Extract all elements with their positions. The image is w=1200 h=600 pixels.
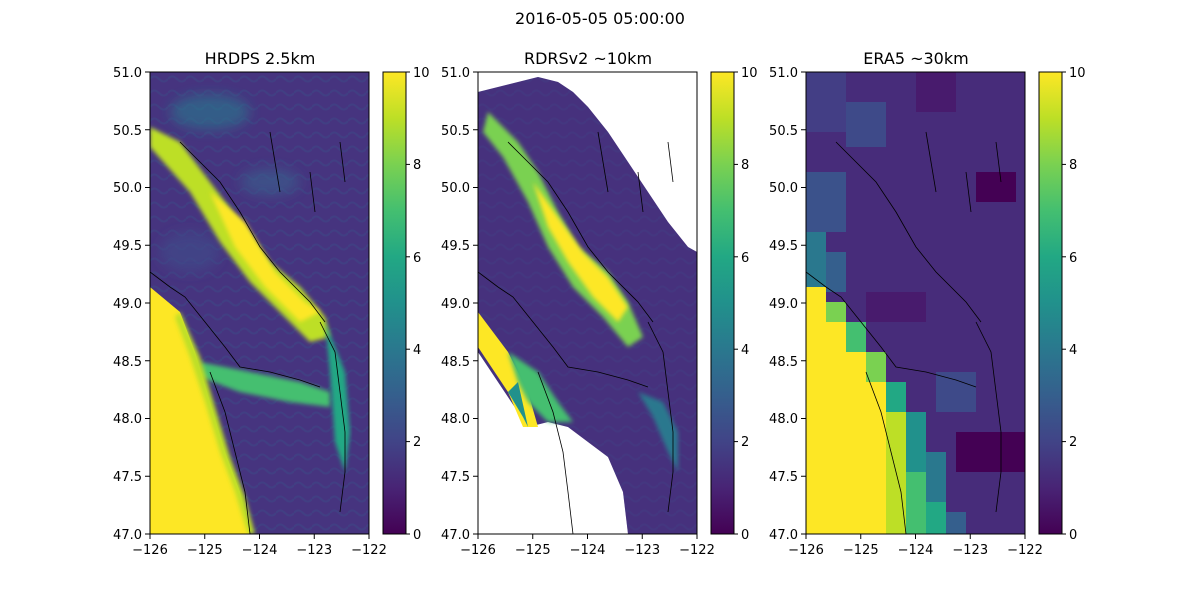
panel-rdrsv2: RDRSv2 ~10km xyxy=(441,49,758,558)
y-tick-label: 48.5 xyxy=(441,355,470,370)
panel-era5: ERA5 ~30km xyxy=(769,49,1086,558)
y-tick-label: 47.0 xyxy=(113,528,142,543)
colorbar-tick-label: 10 xyxy=(1069,66,1086,81)
y-tick-label: 47.0 xyxy=(769,528,798,543)
colorbar-tick-label: 0 xyxy=(741,528,749,543)
x-tick-label: −126 xyxy=(460,543,496,558)
y-tick-label: 50.0 xyxy=(113,181,142,196)
colorbar-tick-label: 6 xyxy=(1069,251,1077,266)
colorbar-tick-label: 8 xyxy=(1069,158,1077,173)
y-axis: 47.0 47.5 48.0 48.5 49.0 49.5 50.0 50.5 … xyxy=(113,66,150,543)
colorbar-tick-label: 6 xyxy=(413,251,421,266)
y-tick-label: 50.0 xyxy=(769,181,798,196)
panel-title: RDRSv2 ~10km xyxy=(524,49,652,68)
colorbar-tick-label: 2 xyxy=(1069,435,1077,450)
x-tick-label: −122 xyxy=(679,543,715,558)
y-tick-label: 47.5 xyxy=(769,470,798,485)
x-tick-label: −125 xyxy=(515,543,551,558)
colorbar-tick-label: 2 xyxy=(413,435,421,450)
panel-title: HRDPS 2.5km xyxy=(205,49,316,68)
y-tick-label: 49.0 xyxy=(769,297,798,312)
colorbar-tick-label: 0 xyxy=(1069,528,1077,543)
x-axis: −126 −125 −124 −123 −122 xyxy=(132,534,387,558)
y-tick-label: 47.5 xyxy=(113,470,142,485)
y-tick-label: 48.5 xyxy=(113,355,142,370)
colorbar-tick-label: 4 xyxy=(1069,343,1077,358)
heatmap-area xyxy=(478,72,697,534)
colorbar: 0 2 4 6 8 10 xyxy=(710,66,758,543)
y-tick-label: 48.5 xyxy=(769,355,798,370)
y-tick-label: 50.5 xyxy=(113,124,142,139)
colorbar: 0 2 4 6 8 10 xyxy=(1038,66,1086,543)
y-axis: 47.0 47.5 48.0 48.5 49.0 49.5 50.0 50.5 … xyxy=(441,66,478,543)
x-axis: −126 −125 −124 −123 −122 xyxy=(460,534,715,558)
x-tick-label: −123 xyxy=(296,543,332,558)
colorbar-tick-label: 0 xyxy=(413,528,421,543)
x-axis: −126 −125 −124 −123 −122 xyxy=(788,534,1043,558)
x-tick-label: −122 xyxy=(351,543,387,558)
y-tick-label: 47.5 xyxy=(441,470,470,485)
x-tick-label: −123 xyxy=(952,543,988,558)
y-tick-label: 48.0 xyxy=(441,412,470,427)
y-tick-label: 51.0 xyxy=(769,66,798,81)
heatmap-area xyxy=(806,72,1025,534)
x-tick-label: −124 xyxy=(898,543,934,558)
x-tick-label: −126 xyxy=(788,543,824,558)
x-tick-label: −123 xyxy=(624,543,660,558)
x-tick-label: −126 xyxy=(132,543,168,558)
y-tick-label: 49.5 xyxy=(769,239,798,254)
panel-hrdps: HRDPS 2.5km xyxy=(113,49,430,558)
colorbar-tick-label: 6 xyxy=(741,251,749,266)
y-tick-label: 48.0 xyxy=(113,412,142,427)
x-tick-label: −125 xyxy=(843,543,879,558)
colorbar-tick-label: 8 xyxy=(741,158,749,173)
y-tick-label: 48.0 xyxy=(769,412,798,427)
colorbar-tick-label: 4 xyxy=(413,343,421,358)
x-tick-label: −124 xyxy=(242,543,278,558)
colorbar-tick-label: 4 xyxy=(741,343,749,358)
y-tick-label: 49.0 xyxy=(113,297,142,312)
y-tick-label: 50.5 xyxy=(769,124,798,139)
y-tick-label: 49.0 xyxy=(441,297,470,312)
colorbar-tick-label: 10 xyxy=(413,66,430,81)
colorbar-tick-label: 8 xyxy=(413,158,421,173)
y-tick-label: 49.5 xyxy=(441,239,470,254)
y-tick-label: 49.5 xyxy=(113,239,142,254)
x-tick-label: −122 xyxy=(1007,543,1043,558)
x-tick-label: −125 xyxy=(187,543,223,558)
y-tick-label: 51.0 xyxy=(441,66,470,81)
colorbar-tick-label: 10 xyxy=(741,66,758,81)
y-axis: 47.0 47.5 48.0 48.5 49.0 49.5 50.0 50.5 … xyxy=(769,66,806,543)
y-tick-label: 47.0 xyxy=(441,528,470,543)
y-tick-label: 50.0 xyxy=(441,181,470,196)
heatmap-area xyxy=(150,72,369,534)
panel-title: ERA5 ~30km xyxy=(863,49,968,68)
colorbar-tick-label: 2 xyxy=(741,435,749,450)
suptitle: 2016-05-05 05:00:00 xyxy=(515,9,685,28)
colorbar: 0 2 4 6 8 10 xyxy=(382,66,430,543)
y-tick-label: 50.5 xyxy=(441,124,470,139)
x-tick-label: −124 xyxy=(570,543,606,558)
y-tick-label: 51.0 xyxy=(113,66,142,81)
